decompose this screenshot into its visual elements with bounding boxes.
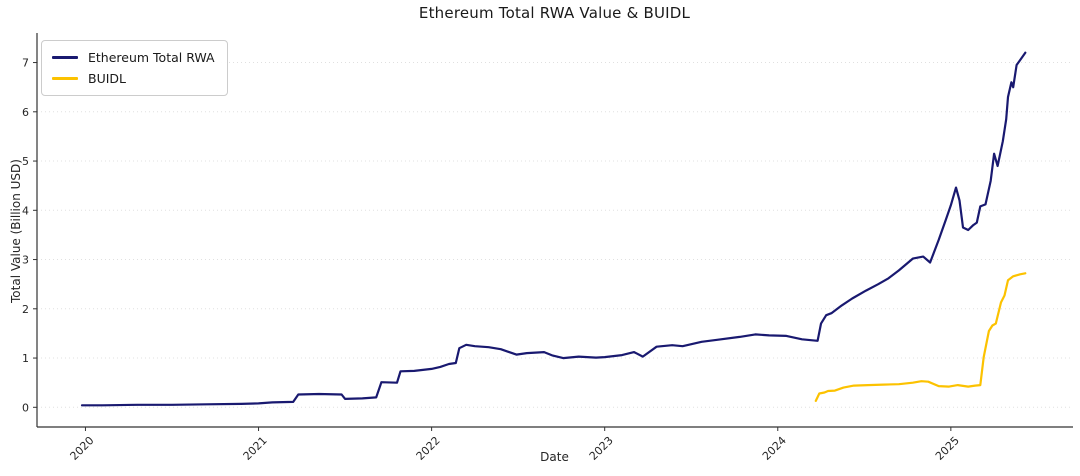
legend: Ethereum Total RWA BUIDL <box>41 40 228 96</box>
legend-label: BUIDL <box>88 71 127 86</box>
y-tick-label: 3 <box>22 254 29 267</box>
y-tick-label: 2 <box>22 303 29 316</box>
y-tick-label: 4 <box>22 204 29 217</box>
series-line-ethereum-total-rwa <box>80 51 1027 407</box>
y-axis-label: Total Value (Billion USD) <box>9 159 23 303</box>
series-line-buidl <box>814 272 1027 402</box>
legend-label: Ethereum Total RWA <box>88 50 215 65</box>
y-tick-label: 0 <box>22 401 29 414</box>
legend-item-buidl: BUIDL <box>52 68 215 89</box>
y-tick-label: 6 <box>22 106 29 119</box>
y-tick-label: 7 <box>22 57 29 70</box>
legend-line-swatch-navy <box>52 56 78 59</box>
x-axis-label: Date <box>540 450 569 464</box>
y-tick-label: 5 <box>22 155 29 168</box>
chart-title: Ethereum Total RWA Value & BUIDL <box>418 4 691 22</box>
legend-line-swatch-gold <box>52 77 78 80</box>
y-tick-label: 1 <box>22 352 29 365</box>
legend-item-ethereum-total-rwa: Ethereum Total RWA <box>52 47 215 68</box>
